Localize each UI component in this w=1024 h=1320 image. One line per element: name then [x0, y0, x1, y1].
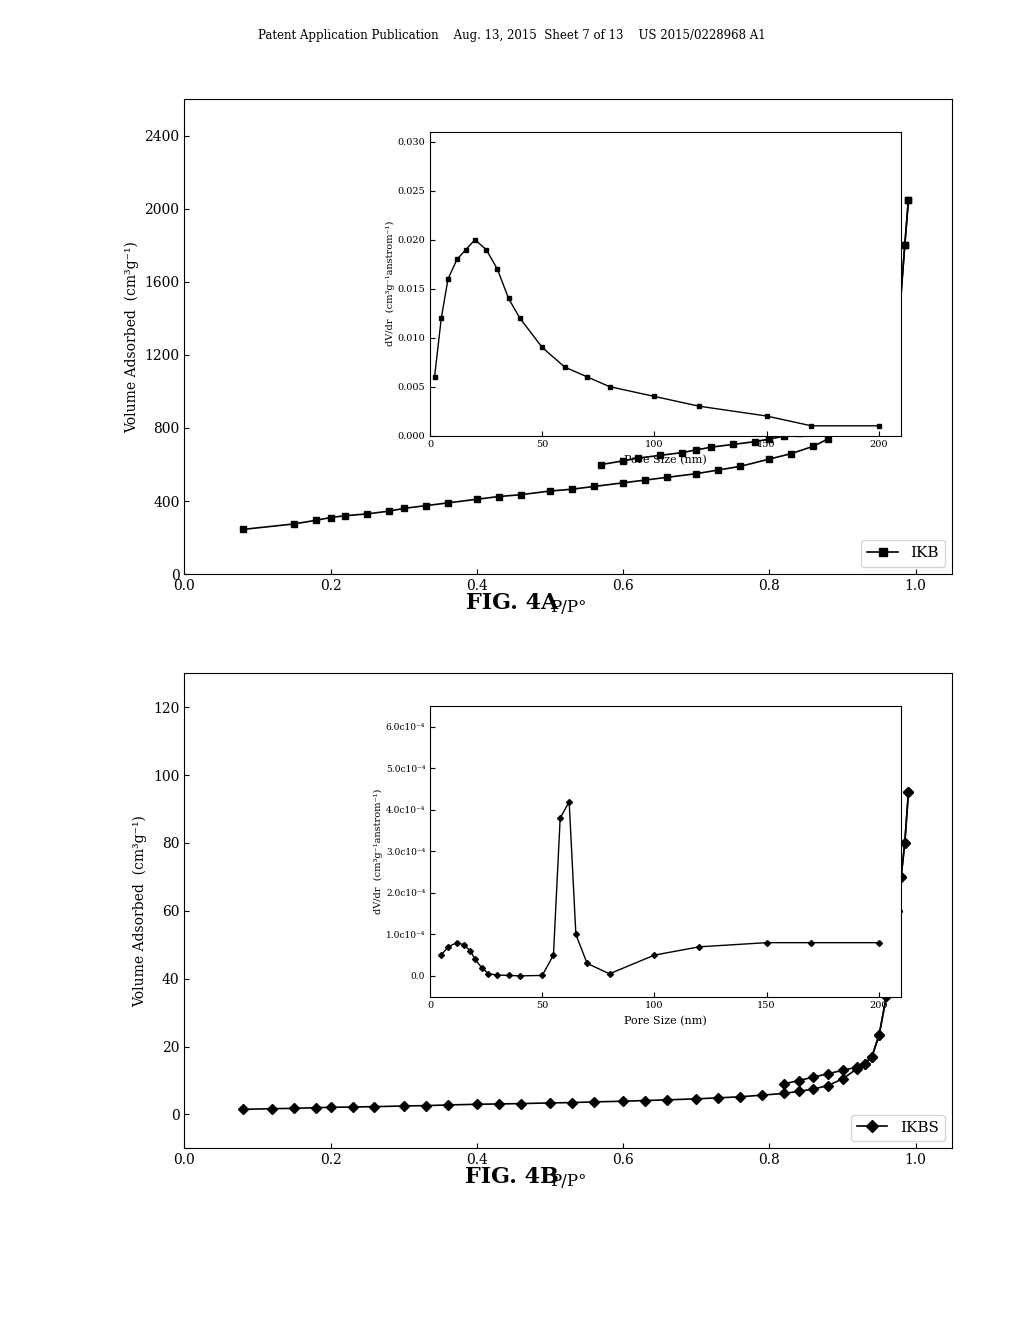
Y-axis label: dV/dr  (cm³g⁻¹anstrom⁻¹): dV/dr (cm³g⁻¹anstrom⁻¹) — [386, 222, 394, 346]
Y-axis label: Volume Adsorbed  (cm³g⁻¹): Volume Adsorbed (cm³g⁻¹) — [133, 814, 147, 1007]
Text: FIG. 4A: FIG. 4A — [466, 593, 558, 614]
Text: FIG. 4B: FIG. 4B — [465, 1167, 559, 1188]
X-axis label: P/P°: P/P° — [550, 1172, 587, 1189]
X-axis label: P/P°: P/P° — [550, 598, 587, 615]
Legend: IKB: IKB — [861, 540, 945, 566]
Text: Patent Application Publication    Aug. 13, 2015  Sheet 7 of 13    US 2015/022896: Patent Application Publication Aug. 13, … — [258, 29, 766, 42]
X-axis label: Pore Size (nm): Pore Size (nm) — [625, 455, 707, 466]
X-axis label: Pore Size (nm): Pore Size (nm) — [625, 1016, 707, 1027]
Legend: IKBS: IKBS — [851, 1114, 945, 1140]
Y-axis label: dV/dr  (cm³g⁻¹anstrom⁻¹): dV/dr (cm³g⁻¹anstrom⁻¹) — [374, 789, 383, 913]
Y-axis label: Volume Adsorbed  (cm³g⁻¹): Volume Adsorbed (cm³g⁻¹) — [124, 240, 139, 433]
